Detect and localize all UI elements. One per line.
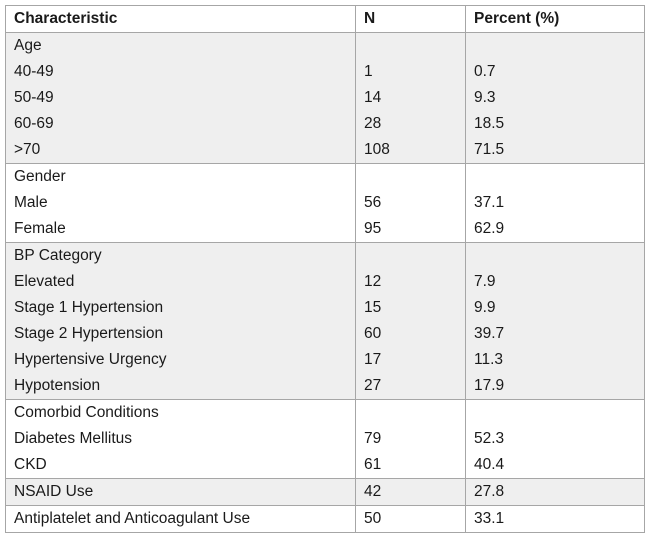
table-row: Diabetes Mellitus 79 52.3: [5, 426, 645, 452]
table-row: Stage 2 Hypertension 60 39.7: [5, 321, 645, 347]
group-bp-category: BP Category Elevated 12 7.9 Stage 1 Hype…: [5, 242, 645, 400]
row-n: 12: [355, 269, 466, 295]
row-n: 56: [355, 190, 466, 216]
empty-cell: [355, 399, 466, 426]
table-row: Elevated 12 7.9: [5, 269, 645, 295]
row-percent: 27.8: [465, 478, 645, 506]
row-percent: 33.1: [465, 505, 645, 533]
table-row: 40-49 1 0.7: [5, 59, 645, 85]
empty-cell: [465, 242, 645, 269]
empty-cell: [355, 32, 466, 59]
row-n: 50: [355, 505, 466, 533]
group-heading: BP Category: [5, 242, 356, 269]
table-row: Female 95 62.9: [5, 216, 645, 243]
table-row: >70 108 71.5: [5, 137, 645, 164]
group-heading: Gender: [5, 163, 356, 190]
row-label: Antiplatelet and Anticoagulant Use: [5, 505, 356, 533]
group-nsaid-use: NSAID Use 42 27.8: [5, 478, 645, 506]
empty-cell: [465, 32, 645, 59]
table-row: NSAID Use 42 27.8: [5, 478, 645, 506]
table-row: Stage 1 Hypertension 15 9.9: [5, 295, 645, 321]
row-percent: 71.5: [465, 137, 645, 164]
row-label: 40-49: [5, 59, 356, 85]
row-percent: 11.3: [465, 347, 645, 373]
row-label: NSAID Use: [5, 478, 356, 506]
table-row: Male 56 37.1: [5, 190, 645, 216]
row-n: 15: [355, 295, 466, 321]
row-percent: 37.1: [465, 190, 645, 216]
empty-cell: [355, 163, 466, 190]
characteristics-table: Characteristic N Percent (%) Age 40-49 1…: [5, 5, 645, 533]
row-label: Stage 2 Hypertension: [5, 321, 356, 347]
row-label: 50-49: [5, 85, 356, 111]
header-n: N: [355, 5, 466, 33]
row-n: 42: [355, 478, 466, 506]
row-percent: 0.7: [465, 59, 645, 85]
row-label: >70: [5, 137, 356, 164]
group-gender: Gender Male 56 37.1 Female 95 62.9: [5, 163, 645, 243]
table-row: CKD 61 40.4: [5, 452, 645, 479]
row-percent: 40.4: [465, 452, 645, 479]
table-row: Hypertensive Urgency 17 11.3: [5, 347, 645, 373]
table-row: 50-49 14 9.3: [5, 85, 645, 111]
row-percent: 62.9: [465, 216, 645, 243]
row-label: 60-69: [5, 111, 356, 137]
row-label: Hypertensive Urgency: [5, 347, 356, 373]
group-age: Age 40-49 1 0.7 50-49 14 9.3 60-69 28 18…: [5, 32, 645, 164]
row-n: 17: [355, 347, 466, 373]
row-n: 61: [355, 452, 466, 479]
group-heading-row: Age: [5, 32, 645, 59]
group-heading: Comorbid Conditions: [5, 399, 356, 426]
group-antiplatelet-use: Antiplatelet and Anticoagulant Use 50 33…: [5, 505, 645, 533]
row-label: Hypotension: [5, 373, 356, 400]
row-n: 79: [355, 426, 466, 452]
group-comorbid-conditions: Comorbid Conditions Diabetes Mellitus 79…: [5, 399, 645, 479]
row-n: 27: [355, 373, 466, 400]
header-percent: Percent (%): [465, 5, 645, 33]
row-n: 95: [355, 216, 466, 243]
row-n: 1: [355, 59, 466, 85]
row-n: 60: [355, 321, 466, 347]
row-percent: 9.9: [465, 295, 645, 321]
row-label: Stage 1 Hypertension: [5, 295, 356, 321]
row-n: 14: [355, 85, 466, 111]
group-heading-row: Gender: [5, 163, 645, 190]
empty-cell: [465, 399, 645, 426]
header-characteristic: Characteristic: [5, 5, 356, 33]
row-label: Elevated: [5, 269, 356, 295]
row-percent: 52.3: [465, 426, 645, 452]
empty-cell: [355, 242, 466, 269]
row-label: Diabetes Mellitus: [5, 426, 356, 452]
row-percent: 17.9: [465, 373, 645, 400]
row-n: 28: [355, 111, 466, 137]
row-percent: 39.7: [465, 321, 645, 347]
row-label: Female: [5, 216, 356, 243]
row-label: CKD: [5, 452, 356, 479]
row-percent: 18.5: [465, 111, 645, 137]
header-row: Characteristic N Percent (%): [5, 5, 645, 33]
group-heading-row: Comorbid Conditions: [5, 399, 645, 426]
table-row: Antiplatelet and Anticoagulant Use 50 33…: [5, 505, 645, 533]
row-percent: 9.3: [465, 85, 645, 111]
empty-cell: [465, 163, 645, 190]
table-row: Hypotension 27 17.9: [5, 373, 645, 400]
row-label: Male: [5, 190, 356, 216]
row-n: 108: [355, 137, 466, 164]
group-heading: Age: [5, 32, 356, 59]
table-row: 60-69 28 18.5: [5, 111, 645, 137]
group-heading-row: BP Category: [5, 242, 645, 269]
row-percent: 7.9: [465, 269, 645, 295]
